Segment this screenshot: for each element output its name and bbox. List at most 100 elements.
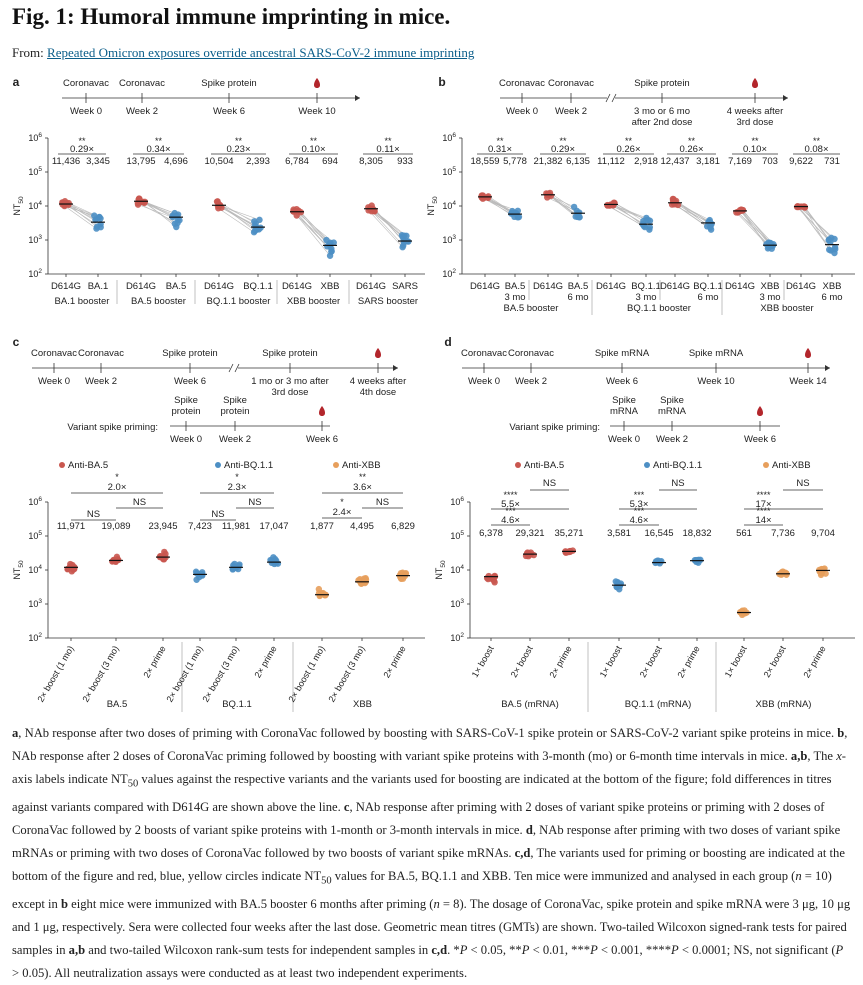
y-axis-label-main: NT [434, 567, 444, 579]
from-label: From: [12, 45, 44, 60]
variant-label: XBB [353, 699, 372, 710]
significance-marker: ** [235, 136, 243, 146]
x-tick-label: 1× boost [723, 644, 749, 680]
fold-change-label: 2.3× [228, 482, 247, 493]
gmt-value: 16,545 [644, 528, 673, 539]
timeline-time-label: 4th dose [360, 387, 396, 398]
data-point [398, 232, 406, 239]
y-tick-label: 103 [28, 234, 42, 245]
gmt-value: 7,736 [771, 528, 795, 539]
fold-change-label: 0.11× [376, 144, 399, 155]
timeline-event-label: Spike protein [162, 348, 217, 359]
caption-subscript: 50 [127, 778, 139, 790]
fold-change-label: 3.6× [353, 482, 372, 493]
data-point [215, 200, 223, 208]
caption-text: < 0.0001; NS, not significant ( [678, 943, 836, 958]
pairing-line [798, 206, 835, 240]
y-tick-exponent: 6 [452, 132, 456, 139]
legend-marker [515, 462, 521, 468]
gmt-value: 11,112 [597, 156, 625, 167]
timeline-event-label: Spike [612, 395, 636, 406]
fold-change-label: 0.10× [301, 144, 325, 155]
data-point [327, 239, 334, 247]
timeline-arrow [783, 95, 788, 101]
y-tick-base: 10 [442, 201, 452, 211]
pairing-line [675, 200, 712, 225]
y-tick-base: 10 [28, 599, 38, 609]
data-point [616, 582, 624, 590]
y-tick-base: 10 [442, 167, 452, 177]
y-tick-label: 104 [442, 200, 456, 211]
significance-marker: *** [505, 506, 516, 516]
x-tick-label: 2× prime [801, 644, 827, 680]
legend-marker [59, 462, 65, 468]
y-axis-label-sub: 50 [18, 560, 25, 568]
booster-label: XBB booster [287, 296, 340, 307]
panel-d: d Coronavac Week 0 Coronavac Week 2 Spike mRN… [434, 335, 855, 712]
legend-label: Anti-BA.5 [524, 460, 564, 471]
legend-label: Anti-BQ.1.1 [653, 460, 702, 471]
fold-change-label: 0.26× [616, 144, 640, 155]
y-tick-exponent: 2 [460, 632, 464, 639]
significance-marker: ** [559, 136, 567, 146]
panel-letter: c [13, 335, 20, 349]
caption-text: = 8). The dosage of CoronaVac, spike pro… [12, 897, 851, 958]
variant-label: XBB (mRNA) [756, 699, 812, 710]
gmt-value: 23,945 [148, 521, 177, 532]
pairing-line [218, 203, 255, 222]
y-tick-exponent: 4 [38, 564, 42, 571]
timeline-event-label: protein [220, 406, 249, 417]
y-tick-exponent: 2 [38, 268, 42, 275]
x-tick-label: 6 mo [821, 292, 842, 303]
gmt-value: 7,169 [728, 156, 752, 167]
y-tick-base: 10 [450, 565, 460, 575]
blood-drop-icon [805, 348, 811, 358]
fold-change-label: 17× [755, 499, 771, 510]
timeline-event-label: Spike mRNA [689, 348, 744, 359]
gmt-value: 17,047 [259, 521, 288, 532]
caption-text: values for BA.5, BQ.1.1 and XBB. Ten mic… [331, 868, 796, 883]
x-tick-label: BA.5 [505, 281, 526, 292]
timeline-event-label: mRNA [658, 406, 687, 417]
timeline-event-label: Coronavac [508, 348, 554, 359]
fold-change-label: 0.29× [551, 144, 575, 155]
data-point [817, 571, 825, 579]
timeline-event-label: mRNA [610, 406, 639, 417]
gmt-value: 3,581 [607, 528, 631, 539]
significance-marker: ** [813, 136, 821, 146]
gmt-value: 694 [322, 156, 338, 167]
source-article-link[interactable]: Repeated Omicron exposures override ance… [47, 45, 475, 60]
booster-label: SARS booster [358, 296, 418, 307]
fold-change-label: 5.3× [630, 499, 649, 510]
y-tick-base: 10 [442, 269, 452, 279]
x-tick-label: 2× boost [638, 644, 664, 680]
pairing-line [368, 210, 403, 248]
timeline-event-label: Coronavac [119, 78, 165, 89]
data-point [229, 565, 237, 573]
gmt-value: 2,918 [634, 156, 658, 167]
timeline-arrow [393, 365, 398, 371]
y-tick-exponent: 5 [38, 166, 42, 173]
y-tick-base: 10 [28, 235, 38, 245]
blood-drop-icon [375, 348, 381, 358]
panel-letter: b [438, 75, 445, 89]
gmt-value: 9,622 [789, 156, 813, 167]
caption-letter-c: c [343, 800, 350, 815]
gmt-value: 4,696 [164, 156, 188, 167]
y-tick-exponent: 2 [452, 268, 456, 275]
timeline-time-label: Week 2 [126, 106, 158, 117]
pairing-line [803, 206, 830, 250]
y-tick-base: 10 [450, 531, 460, 541]
y-axis-label-sub: 50 [18, 196, 25, 204]
timeline-break-mask [607, 94, 615, 102]
timeline-time-label: Week 0 [468, 376, 500, 387]
y-axis-label-sub: 50 [432, 196, 439, 204]
y-axis-label-main: NT [12, 203, 22, 215]
panel-b: b Coronavac Week 0 Coronavac Week 2 Spike pro… [426, 75, 855, 315]
y-tick-label: 106 [450, 496, 464, 507]
pairing-line [137, 202, 178, 224]
x-tick-label: BQ.1.1 [631, 281, 661, 292]
gmt-value: 18,559 [470, 156, 499, 167]
x-tick-label: D614G [596, 281, 626, 292]
significance-marker: ** [78, 136, 86, 146]
